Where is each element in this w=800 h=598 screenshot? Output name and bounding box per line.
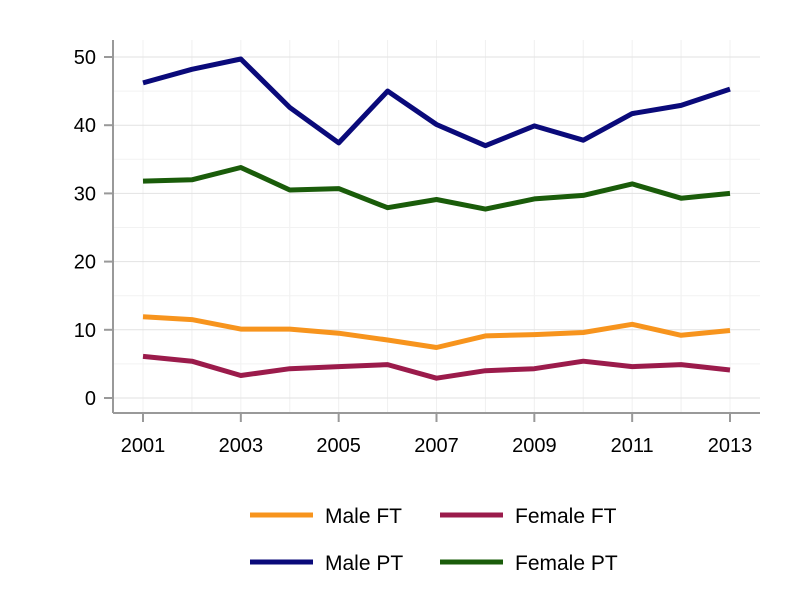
legend-label: Female PT xyxy=(515,552,618,575)
ticks-layer: 0 10 20 30 40 50 2001 2003 2005 2007 2009 2011 2013 xyxy=(74,47,753,457)
y-tick-label: 20 xyxy=(74,252,96,274)
grid-layer xyxy=(113,40,760,413)
series-line-female-ft xyxy=(142,353,731,381)
y-tick-label: 50 xyxy=(74,47,96,69)
x-tick-label: 2009 xyxy=(512,435,557,457)
legend-label: Male PT xyxy=(325,552,403,575)
x-tick-label: 2013 xyxy=(708,435,753,457)
y-tick-label: 0 xyxy=(85,388,96,410)
series-line-female-pt xyxy=(142,165,731,212)
legend: Male FT Female FT Male PT Female PT xyxy=(250,505,618,575)
x-tick-label: 2001 xyxy=(121,435,166,457)
legend-label: Male FT xyxy=(325,505,402,528)
series-layer xyxy=(142,56,731,381)
x-tick-label: 2003 xyxy=(219,435,264,457)
series-line-male-pt xyxy=(142,56,731,149)
y-tick-label: 30 xyxy=(74,183,96,205)
y-tick-label: 40 xyxy=(74,115,96,137)
legend-label: Female FT xyxy=(515,505,617,528)
x-tick-label: 2005 xyxy=(316,435,361,457)
x-tick-label: 2011 xyxy=(611,435,654,457)
x-tick-label: 2007 xyxy=(414,435,459,457)
series-line-male-ft xyxy=(142,314,731,350)
y-tick-label: 10 xyxy=(74,320,96,342)
